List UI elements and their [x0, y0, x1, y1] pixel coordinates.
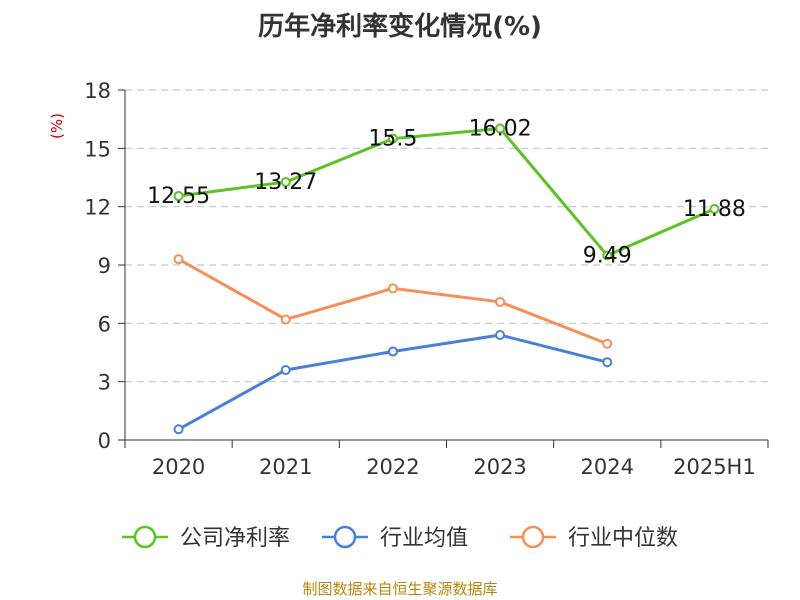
legend-marker — [521, 525, 545, 549]
series-line — [178, 127, 716, 257]
x-tick-label: 2024 — [581, 455, 634, 479]
data-point — [495, 123, 506, 134]
legend-label: 行业均值 — [380, 526, 468, 551]
data-point — [387, 283, 398, 294]
x-tick-label: 2020 — [152, 455, 205, 479]
series — [173, 123, 720, 435]
data-point — [280, 365, 291, 375]
series-line — [177, 257, 608, 346]
data-point — [173, 254, 184, 265]
x-tick-label: 2022 — [366, 455, 419, 479]
data-point — [602, 250, 613, 261]
data-point — [280, 314, 291, 325]
axes: 0 3 6 9 12 15 18 2020 2021 2022 2023 2024 2025H1 — [84, 79, 769, 479]
legend-marker — [133, 525, 157, 549]
data-labels: 12.55 13.27 15.5 16.02 9.49 11.88 — [147, 117, 746, 269]
x-tick-label: 2025H1 — [673, 455, 756, 479]
source-note: 制图数据来自恒生聚源数据库 — [302, 580, 498, 598]
data-point — [602, 338, 613, 349]
y-tick-label: 15 — [84, 137, 111, 161]
data-label: 11.88 — [683, 197, 746, 222]
data-point — [173, 424, 184, 435]
y-tick-label: 0 — [98, 429, 111, 453]
x-tick-label: 2021 — [259, 455, 312, 479]
data-label: 13.27 — [254, 170, 317, 195]
data-label: 9.49 — [583, 243, 632, 268]
data-point — [280, 176, 291, 187]
data-point — [602, 357, 613, 368]
y-tick-label: 3 — [98, 371, 111, 395]
data-point — [387, 346, 398, 357]
data-point — [387, 133, 398, 144]
y-tick-label: 9 — [98, 254, 111, 278]
legend-label: 公司净利率 — [180, 526, 290, 551]
data-point — [495, 330, 506, 340]
y-tick-label: 6 — [98, 312, 111, 336]
x-tick-label: 2023 — [473, 455, 526, 479]
y-tick-label: 18 — [84, 79, 111, 103]
data-label: 16.02 — [469, 117, 532, 142]
data-point — [709, 204, 720, 214]
y-tick-label: 12 — [84, 196, 111, 220]
legend-marker — [333, 525, 357, 549]
legend-label: 行业中位数 — [568, 526, 678, 551]
chart-title: 历年净利率变化情况(%) — [258, 12, 542, 42]
data-label: 12.55 — [147, 184, 210, 209]
y-axis-label: (%) — [48, 113, 66, 139]
data-point — [173, 190, 184, 201]
data-point — [495, 296, 506, 307]
data-label: 15.5 — [368, 127, 417, 152]
legend: 公司净利率 行业均值 行业中位数 — [122, 525, 678, 551]
